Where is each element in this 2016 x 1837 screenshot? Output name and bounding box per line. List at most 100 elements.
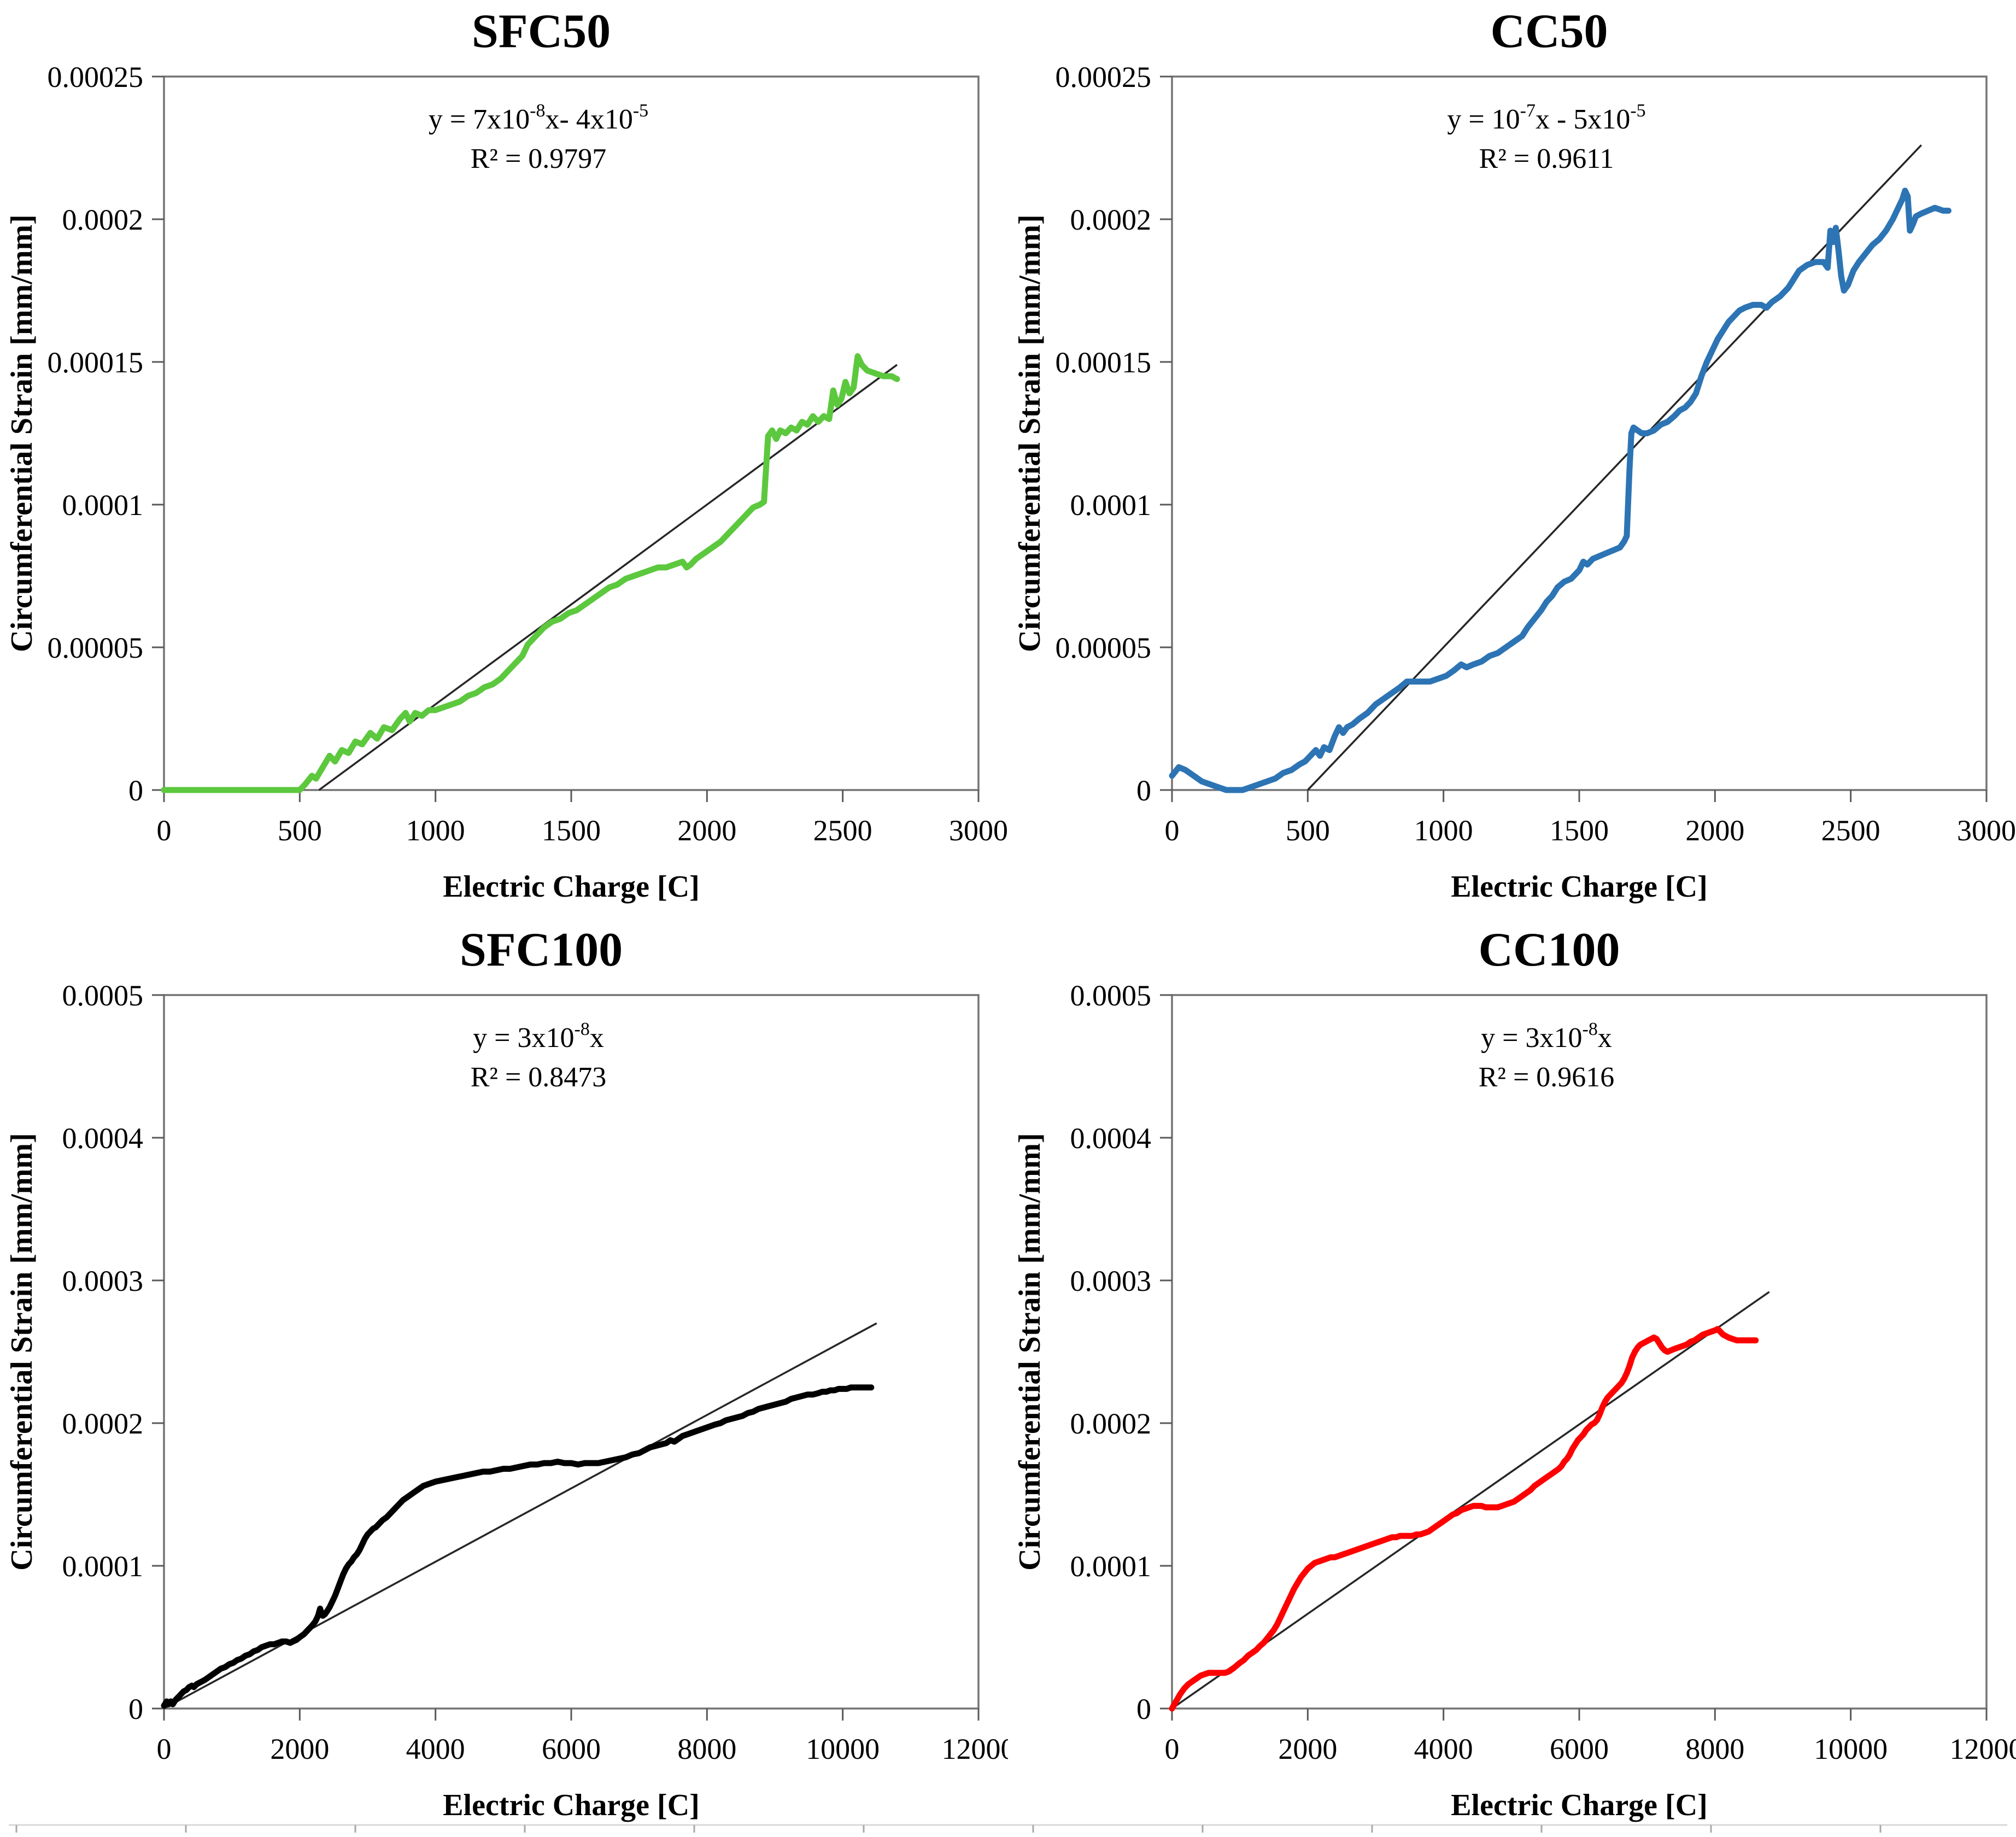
x-tick-label: 10000 bbox=[806, 1733, 880, 1765]
y-tick-label: 0.00005 bbox=[1056, 631, 1152, 664]
y-tick-label: 0.0002 bbox=[1070, 203, 1152, 236]
x-tick-label: 0 bbox=[157, 814, 172, 847]
equation-superscript: -8 bbox=[1583, 1019, 1598, 1039]
x-tick-label: 1500 bbox=[1550, 814, 1609, 847]
x-tick-label: 1500 bbox=[542, 814, 601, 847]
y-axis-label: Circumferential Strain [mm/mm] bbox=[5, 1133, 39, 1570]
series-line-sfc100 bbox=[161, 1384, 875, 1709]
trendline bbox=[1171, 1291, 1770, 1710]
x-tick-label: 8000 bbox=[677, 1733, 736, 1765]
chart-title: CC100 bbox=[1478, 923, 1620, 976]
chart-title: SFC100 bbox=[460, 923, 623, 976]
partial-axis-remnant bbox=[0, 1821, 2016, 1837]
chart-cc100: 0 2000 4000 6000 8000 10000 12000 0 0.0001 0.0002… bbox=[1008, 918, 2016, 1837]
x-axis-label: Electric Charge [C] bbox=[1451, 1788, 1708, 1822]
x-tick-label: 500 bbox=[1286, 814, 1330, 847]
y-tick-label: 0 bbox=[128, 774, 143, 807]
y-tick-label: 0.00015 bbox=[1056, 346, 1152, 379]
y-tick-label: 0.0002 bbox=[62, 203, 144, 236]
y-axis-label: Circumferential Strain [mm/mm] bbox=[5, 214, 39, 652]
y-tick-label: 0.0001 bbox=[1070, 489, 1152, 522]
x-tick-label: 0 bbox=[1165, 814, 1180, 847]
equation-text: y = 3x10 bbox=[1481, 1022, 1582, 1054]
y-tick-label: 0.0005 bbox=[1070, 979, 1152, 1012]
equation-text: x - 5x10 bbox=[1536, 104, 1630, 135]
y-axis-label: Circumferential Strain [mm/mm] bbox=[1013, 214, 1047, 652]
x-tick-label: 4000 bbox=[406, 1733, 465, 1765]
chart-title: SFC50 bbox=[472, 5, 611, 58]
series-line-cc50 bbox=[1169, 188, 1951, 793]
trendline-equation: y = 3x10-8x bbox=[1481, 1019, 1612, 1054]
x-tick-label: 10000 bbox=[1814, 1733, 1888, 1765]
cropped-axis-canvas bbox=[9, 1824, 2007, 1833]
plot-border bbox=[163, 75, 980, 791]
y-tick-label: 0.00015 bbox=[48, 346, 144, 379]
x-tick-label: 2500 bbox=[1821, 814, 1880, 847]
trendline bbox=[318, 364, 898, 791]
equation-text: x bbox=[1598, 1022, 1612, 1054]
y-tick-label: 0.0001 bbox=[62, 489, 144, 522]
x-tick-label: 2000 bbox=[270, 1733, 329, 1765]
y-axis-label: Circumferential Strain [mm/mm] bbox=[1013, 1133, 1047, 1570]
y-tick-label: 0.0003 bbox=[1070, 1265, 1152, 1297]
x-tick-label: 1000 bbox=[406, 814, 465, 847]
equation-superscript: -7 bbox=[1520, 101, 1536, 121]
y-tick-label: 0.00025 bbox=[1056, 61, 1152, 93]
x-axis-label: Electric Charge [C] bbox=[443, 870, 700, 904]
y-tick-label: 0.00005 bbox=[48, 631, 144, 664]
y-tick-label: 0.0001 bbox=[1070, 1550, 1152, 1583]
trendline-equation: y = 3x10-8x bbox=[473, 1019, 604, 1054]
equation-superscript: -5 bbox=[633, 101, 648, 121]
y-tick-label: 0.0003 bbox=[62, 1265, 144, 1297]
chart-sfc100: 0 2000 4000 6000 8000 10000 12000 0 0.0001 0.0002… bbox=[0, 918, 1008, 1837]
x-tick-label: 4000 bbox=[1414, 1733, 1473, 1765]
chart-canvas-cc50: 0 500 1000 1500 2000 2500 3000 0 0.00005 0.0001 0.… bbox=[1013, 5, 2016, 904]
chart-sfc50: 0 500 1000 1500 2000 2500 3000 0 0.00005 0.0001 0.… bbox=[0, 0, 1008, 918]
equation-superscript: -8 bbox=[575, 1019, 590, 1039]
equation-text: y = 3x10 bbox=[473, 1022, 574, 1054]
x-tick-label: 2000 bbox=[677, 814, 736, 847]
r-squared-label: R² = 0.8473 bbox=[471, 1062, 607, 1093]
equation-text: y = 7x10 bbox=[429, 104, 530, 135]
chart-title: CC50 bbox=[1490, 5, 1608, 58]
x-tick-label: 8000 bbox=[1685, 1733, 1744, 1765]
r-squared-label: R² = 0.9797 bbox=[471, 143, 607, 174]
chart-canvas-cc100: 0 2000 4000 6000 8000 10000 12000 0 0.0001 0.0002… bbox=[1013, 923, 2016, 1822]
equation-text: y = 10 bbox=[1447, 104, 1520, 135]
y-tick-label: 0.0002 bbox=[62, 1407, 144, 1440]
trendline bbox=[163, 1322, 877, 1710]
x-axis-label: Electric Charge [C] bbox=[1451, 870, 1708, 904]
y-tick-label: 0.0004 bbox=[1070, 1122, 1152, 1155]
y-tick-label: 0.0002 bbox=[1070, 1407, 1152, 1440]
y-tick-label: 0 bbox=[1136, 1693, 1151, 1725]
equation-text: x bbox=[590, 1022, 604, 1054]
x-tick-label: 2500 bbox=[813, 814, 872, 847]
series-line-sfc50 bbox=[161, 353, 900, 793]
chart-canvas-sfc100: 0 2000 4000 6000 8000 10000 12000 0 0.0001 0.0002… bbox=[5, 923, 1008, 1822]
y-tick-label: 0.0001 bbox=[62, 1550, 144, 1583]
plot-border bbox=[1171, 994, 1988, 1710]
y-tick-label: 0.00025 bbox=[48, 61, 144, 93]
trendline-equation: y = 7x10-8x- 4x10-5 bbox=[429, 101, 648, 135]
x-tick-label: 6000 bbox=[542, 1733, 601, 1765]
x-tick-label: 0 bbox=[1165, 1733, 1180, 1765]
x-tick-label: 3000 bbox=[949, 814, 1008, 847]
x-tick-label: 500 bbox=[278, 814, 322, 847]
y-tick-label: 0.0005 bbox=[62, 979, 144, 1012]
trendline-equation: y = 10-7x - 5x10-5 bbox=[1447, 101, 1645, 135]
plot-border bbox=[1171, 75, 1988, 791]
x-axis-label: Electric Charge [C] bbox=[443, 1788, 700, 1822]
x-tick-label: 12000 bbox=[1950, 1733, 2016, 1765]
y-tick-label: 0 bbox=[1136, 774, 1151, 807]
equation-superscript: -8 bbox=[530, 101, 545, 121]
x-tick-label: 0 bbox=[157, 1733, 172, 1765]
equation-superscript: -5 bbox=[1630, 101, 1645, 121]
x-tick-label: 1000 bbox=[1414, 814, 1473, 847]
chart-canvas-sfc50: 0 500 1000 1500 2000 2500 3000 0 0.00005 0.0001 0.… bbox=[5, 5, 1008, 904]
y-tick-label: 0 bbox=[128, 1693, 143, 1725]
y-tick-label: 0.0004 bbox=[62, 1122, 144, 1155]
x-tick-label: 6000 bbox=[1550, 1733, 1609, 1765]
plot-border bbox=[163, 994, 980, 1710]
x-tick-label: 2000 bbox=[1685, 814, 1744, 847]
